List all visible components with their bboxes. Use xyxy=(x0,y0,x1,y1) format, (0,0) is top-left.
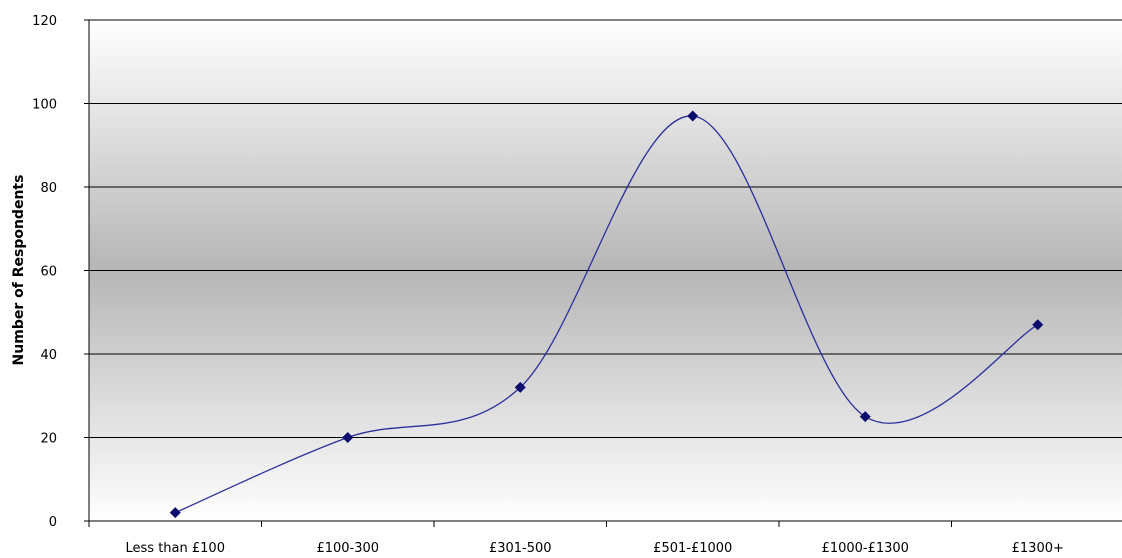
y-axis-title: Number of Respondents xyxy=(11,175,27,366)
y-tick-label: 100 xyxy=(32,98,57,113)
x-tick-label: £1300+ xyxy=(1012,541,1064,556)
y-tick-label: 120 xyxy=(32,14,57,29)
data-point-marker xyxy=(687,110,699,122)
data-point-marker xyxy=(1032,319,1044,331)
data-point-marker xyxy=(342,432,354,443)
x-tick-label: £301-500 xyxy=(489,541,552,556)
series-markers xyxy=(169,110,1044,519)
x-tick-label: £501-£1000 xyxy=(653,541,732,556)
x-tick-label: £1000-£1300 xyxy=(822,541,909,556)
y-tick-label: 60 xyxy=(40,265,57,280)
x-tick-label: £100-300 xyxy=(316,541,379,556)
x-tick-label: Less than £100 xyxy=(126,541,225,556)
data-point-marker xyxy=(514,381,526,393)
y-tick-label: 0 xyxy=(49,515,57,530)
x-axis-ticks: Less than £100 £100-300 £301-500 £501-£1000… xyxy=(88,521,1064,556)
y-tick-label: 80 xyxy=(40,181,57,196)
y-axis-ticks: 0 20 40 60 80 100 120 xyxy=(32,14,89,530)
data-point-marker xyxy=(859,411,871,423)
gridlines xyxy=(89,19,1122,438)
data-point-marker xyxy=(169,507,181,519)
y-tick-label: 40 xyxy=(40,348,57,363)
y-tick-label: 20 xyxy=(40,432,57,447)
